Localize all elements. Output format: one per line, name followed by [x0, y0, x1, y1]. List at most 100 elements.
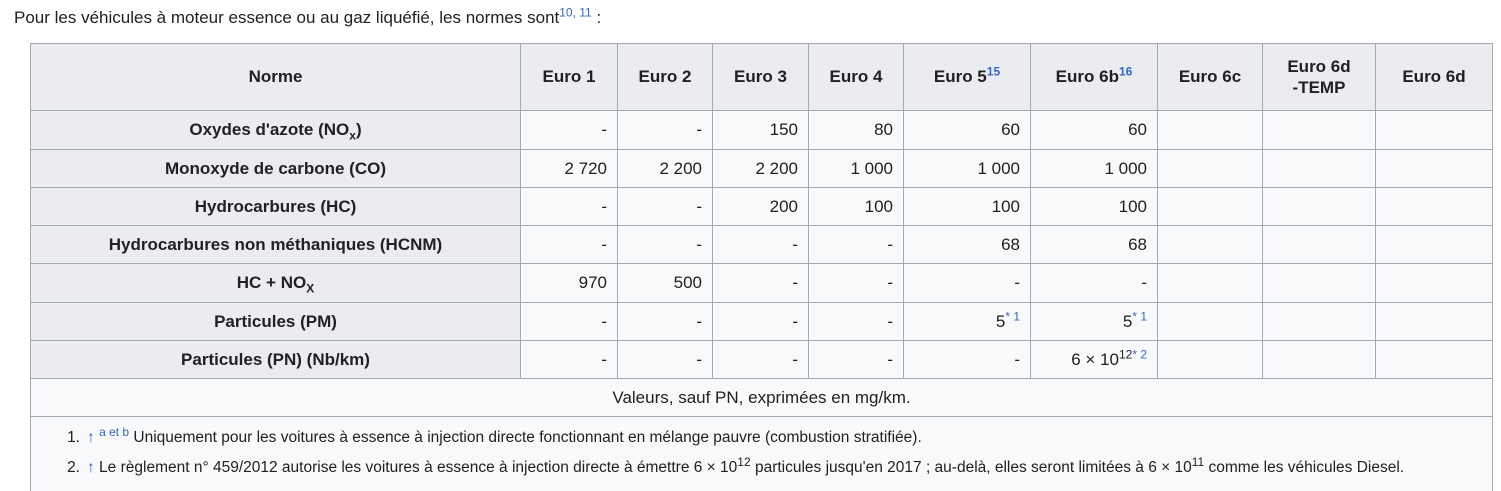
footnote-number: 1.: [67, 429, 80, 447]
value-cell: -: [712, 263, 809, 303]
value-cell: [1157, 110, 1263, 150]
table-header: Norme Euro 1 Euro 2 Euro 3 Euro 4 Euro 515 Eur…: [30, 42, 1493, 112]
column-header: Euro 6b16: [1030, 42, 1158, 112]
value-cell: -: [712, 301, 809, 341]
reference-link[interactable]: * 1: [1005, 308, 1020, 323]
value-cell: 60: [903, 110, 1031, 150]
column-header: Euro 1: [520, 42, 618, 112]
value-cell: -: [520, 225, 618, 265]
subscript-text: x: [349, 128, 356, 143]
value-cell: 100: [808, 186, 904, 227]
value-cell: [1262, 301, 1376, 341]
value-cell: 2 720: [520, 148, 618, 188]
table-footer: Valeurs, sauf PN, exprimées en mg/km. 1.…: [30, 378, 1493, 491]
reference-link[interactable]: 10, 11: [559, 5, 592, 20]
row-header: Monoxyde de carbone (CO): [30, 148, 521, 188]
value-cell: -: [617, 186, 713, 227]
row-header: Particules (PN) (Nb/km): [30, 339, 521, 380]
value-cell: 100: [903, 186, 1031, 227]
value-cell: [1262, 110, 1376, 150]
value-cell: [1157, 263, 1263, 303]
value-cell: [1262, 186, 1376, 227]
value-cell: -: [808, 225, 904, 265]
value-cell: [1157, 339, 1263, 380]
footnote-text: ↑ Le règlement n° 459/2012 autorise les …: [87, 455, 1405, 477]
value-cell: -: [808, 339, 904, 380]
row-header: Hydrocarbures (HC): [30, 186, 521, 227]
intro-paragraph: Pour les véhicules à moteur essence ou a…: [14, 5, 602, 27]
reference-link[interactable]: * 2: [1132, 347, 1147, 362]
superscript-text: 12: [737, 455, 751, 470]
footnote-text: ↑ a et b Uniquement pour les voitures à …: [87, 425, 922, 447]
value-cell: 1 000: [1030, 148, 1158, 188]
value-cell: [1157, 148, 1263, 188]
value-cell: 500: [617, 263, 713, 303]
table-row: Monoxyde de carbone (CO) 2 720 2 200 2 200 1…: [30, 148, 1493, 188]
table-body: Oxydes d'azote (NOx) - -150 80 60 60 Monoxyde …: [30, 110, 1493, 380]
value-cell: [1375, 339, 1493, 380]
value-cell: -: [808, 263, 904, 303]
value-cell: [1262, 225, 1376, 265]
value-cell: 2 200: [617, 148, 713, 188]
value-cell: -: [520, 186, 618, 227]
table-row: HC + NOX 970 500- - - -: [30, 263, 1493, 303]
value-cell: 150: [712, 110, 809, 150]
value-cell: 80: [808, 110, 904, 150]
subscript-text: X: [306, 281, 315, 296]
value-cell: [1375, 186, 1493, 227]
value-cell: -: [617, 110, 713, 150]
value-cell: 970: [520, 263, 618, 303]
value-cell: 2 200: [712, 148, 809, 188]
value-cell: 68: [903, 225, 1031, 265]
footnote-item: 1. ↑ a et b Uniquement pour les voitures …: [61, 425, 1484, 449]
value-cell: -: [617, 225, 713, 265]
backref-arrow-link[interactable]: ↑: [87, 429, 95, 447]
value-cell: [1375, 148, 1493, 188]
value-cell: 100: [1030, 186, 1158, 227]
reference-link[interactable]: 15: [986, 64, 1001, 79]
value-cell: 5* 1: [1030, 301, 1158, 341]
column-header: Euro 515: [903, 42, 1031, 112]
value-cell: [1375, 110, 1493, 150]
column-header: Euro 6d: [1375, 42, 1493, 112]
value-cell: -: [712, 225, 809, 265]
units-note-row: Valeurs, sauf PN, exprimées en mg/km.: [30, 378, 1493, 418]
reference-link[interactable]: a et b: [99, 425, 130, 440]
column-header: Euro 2: [617, 42, 713, 112]
reference-link[interactable]: * 1: [1132, 308, 1147, 323]
value-cell: -: [617, 339, 713, 380]
reference-link[interactable]: 16: [1118, 64, 1133, 79]
row-header: Hydrocarbures non méthaniques (HCNM): [30, 225, 521, 265]
footnotes-list: 1. ↑ a et b Uniquement pour les voitures …: [39, 425, 1484, 479]
emission-standards-table: Norme Euro 1 Euro 2 Euro 3 Euro 4 Euro 515 Eur…: [30, 42, 1493, 491]
value-cell: -: [808, 301, 904, 341]
footnote-number: 2.: [67, 459, 80, 477]
value-cell: -: [1030, 263, 1158, 303]
value-cell: 1 000: [903, 148, 1031, 188]
footnote-item: 2. ↑ Le règlement n° 459/2012 autorise le…: [61, 455, 1484, 479]
row-header: Oxydes d'azote (NOx): [30, 110, 521, 150]
value-cell: [1262, 339, 1376, 380]
column-header: Euro 3: [712, 42, 809, 112]
header-row: Norme Euro 1 Euro 2 Euro 3 Euro 4 Euro 515 Eur…: [30, 42, 1493, 112]
row-header: HC + NOX: [30, 263, 521, 303]
footnotes-row: 1. ↑ a et b Uniquement pour les voitures …: [30, 416, 1493, 491]
article-content: Pour les véhicules à moteur essence ou a…: [0, 6, 1501, 491]
units-note: Valeurs, sauf PN, exprimées en mg/km.: [30, 378, 1493, 418]
value-cell: -: [520, 110, 618, 150]
table-row: Hydrocarbures non méthaniques (HCNM) - - - -…: [30, 225, 1493, 265]
superscript-text: 12: [1118, 347, 1133, 362]
footnotes-cell: 1. ↑ a et b Uniquement pour les voitures …: [30, 416, 1493, 491]
value-cell: -: [520, 339, 618, 380]
column-header: Euro 4: [808, 42, 904, 112]
value-cell: 5* 1: [903, 301, 1031, 341]
column-header: Euro 6d -TEMP: [1262, 42, 1376, 112]
table-row: Particules (PN) (Nb/km) - - - - -6 × 1012* 2: [30, 339, 1493, 380]
value-cell: -: [903, 339, 1031, 380]
value-cell: 60: [1030, 110, 1158, 150]
value-cell: [1157, 301, 1263, 341]
value-cell: -: [617, 301, 713, 341]
row-header: Particules (PM): [30, 301, 521, 341]
value-cell: [1375, 225, 1493, 265]
backref-arrow-link[interactable]: ↑: [87, 459, 95, 477]
